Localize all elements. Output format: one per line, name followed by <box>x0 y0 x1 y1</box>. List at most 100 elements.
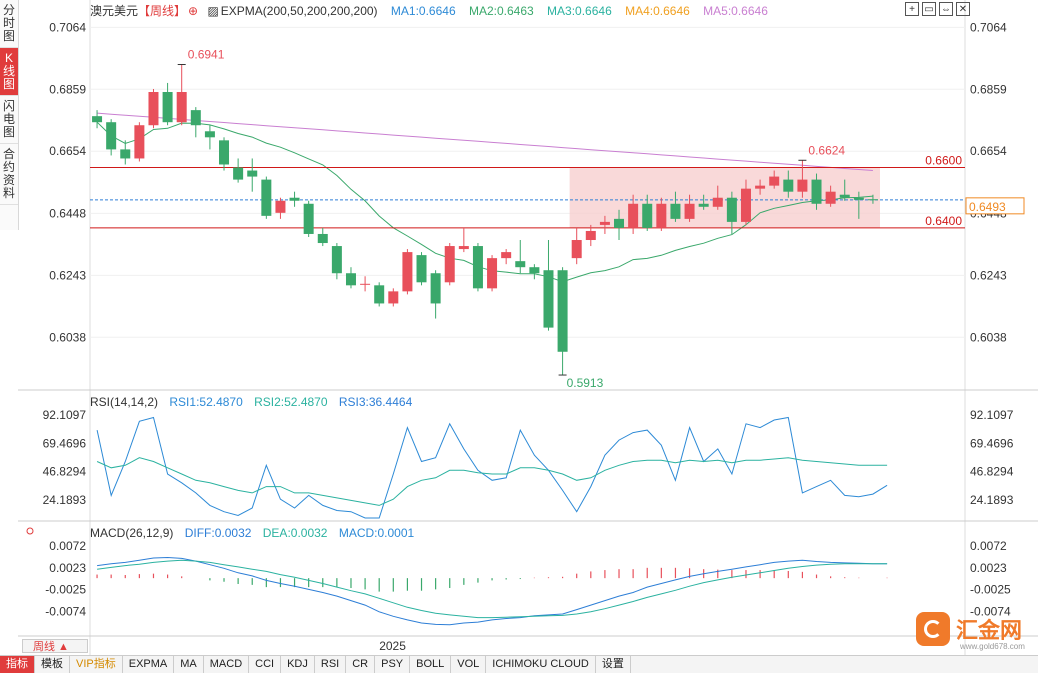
price-tick-right-4: 0.6243 <box>970 268 1007 282</box>
last-price-tag <box>965 197 1025 215</box>
expma-icon: ▨ <box>207 4 219 18</box>
price-tick-left-0: 0.7064 <box>49 20 86 34</box>
indicator-tab-5[interactable]: MACD <box>204 656 250 673</box>
candle-body <box>755 185 766 189</box>
indicator-tab-10[interactable]: PSY <box>375 656 411 673</box>
annotation-label-1: 0.6624 <box>808 143 845 157</box>
candle-body <box>628 203 639 228</box>
macd-tick-left-3: -0.0074 <box>45 604 86 618</box>
candle-body <box>247 170 258 177</box>
price-tick-left-1: 0.6859 <box>49 82 86 96</box>
candle-body <box>219 140 230 165</box>
logo-mark-icon <box>916 612 950 646</box>
indicator-tab-0[interactable]: 指标 <box>0 656 35 673</box>
candle-body <box>825 191 836 204</box>
candle-body <box>811 179 822 204</box>
price-tick-left-5: 0.6038 <box>49 330 86 344</box>
ma-slow-line <box>97 112 873 171</box>
candle-body <box>670 203 681 219</box>
indicator-tab-12[interactable]: VOL <box>451 656 487 673</box>
candle-body <box>204 131 215 138</box>
tab-contract-info[interactable]: 合约资料 <box>0 144 18 205</box>
rsi-tick-left-3: 24.1893 <box>43 493 87 507</box>
ma1-label: MA1:0.6646 <box>390 4 456 18</box>
candle-body <box>529 267 540 274</box>
rsi-title: RSI(14,14,2) <box>90 395 159 409</box>
ma4-label: MA4:0.6646 <box>625 4 690 18</box>
tab-flash[interactable]: 闪电图 <box>0 96 18 144</box>
indicator-tab-3[interactable]: EXPMA <box>123 656 175 673</box>
candle-body <box>331 246 342 274</box>
rsi-fast-line <box>96 416 888 519</box>
macd-tick-left-1: 0.0023 <box>49 561 86 575</box>
annotation-label-0: 0.6941 <box>188 48 225 62</box>
price-tick-right-1: 0.6859 <box>970 82 1007 96</box>
candle-body <box>176 92 187 123</box>
macd-dea-line <box>97 559 888 619</box>
tab-timeshare[interactable]: 分时图 <box>0 0 18 48</box>
close-icon[interactable]: ✕ <box>956 2 970 16</box>
indicator-tab-8[interactable]: RSI <box>315 656 347 673</box>
ma2-label: MA2:0.6463 <box>468 4 534 18</box>
candle-body <box>783 179 794 192</box>
left-tab-bar: 分时图 K线图 闪电图 合约资料 <box>0 0 19 230</box>
indicator-tab-6[interactable]: CCI <box>249 656 282 673</box>
rsi-tick-left-0: 92.1097 <box>43 408 87 422</box>
tab-kline[interactable]: K线图 <box>0 48 18 96</box>
candle-body <box>571 240 582 259</box>
candle-body <box>839 194 850 198</box>
price-tick-left-2: 0.6654 <box>49 144 86 158</box>
candle-body <box>712 197 723 207</box>
diff-label: DIFF:0.0032 <box>184 526 252 540</box>
indicator-tab-2[interactable]: VIP指标 <box>70 656 123 673</box>
indicator-tab-4[interactable]: MA <box>174 656 204 673</box>
macd-tick-right-0: 0.0072 <box>970 539 1007 553</box>
price-tick-right-2: 0.6654 <box>970 144 1007 158</box>
price-tick-left-4: 0.6243 <box>49 268 86 282</box>
indicator-tab-11[interactable]: BOLL <box>410 656 452 673</box>
candle-body <box>642 203 653 228</box>
indicator-tab-9[interactable]: CR <box>346 656 376 673</box>
rsi1-label: RSI1:52.4870 <box>169 395 243 409</box>
candle-body <box>444 246 455 283</box>
chart-toolbar: + ▭ ⇔ ✕ <box>905 2 970 16</box>
settings-icon[interactable]: ⊕ <box>188 4 199 18</box>
indicator-tab-1[interactable]: 模板 <box>35 656 70 673</box>
candle-body <box>134 125 145 159</box>
price-tick-right-5: 0.6038 <box>970 330 1007 344</box>
candle-body <box>656 203 667 228</box>
period-selector[interactable]: 周线 ▲ <box>22 639 88 653</box>
indicator-tab-13[interactable]: ICHIMOKU CLOUD <box>486 656 596 673</box>
candle-body <box>92 116 103 123</box>
rsi2-label: RSI2:52.4870 <box>254 395 328 409</box>
annotation-label-2: 0.5913 <box>567 376 604 390</box>
indicator-tab-7[interactable]: KDJ <box>281 656 315 673</box>
macd-value-label: MACD:0.0001 <box>338 526 415 540</box>
period-selector-label: 周线 <box>33 641 55 653</box>
candle-body <box>487 258 498 289</box>
logo-url: www.gold678.com <box>960 642 1025 651</box>
candle-body <box>190 110 201 126</box>
candle-body <box>769 176 780 186</box>
ma3-label: MA3:0.6646 <box>547 4 612 18</box>
candle-body <box>867 199 878 201</box>
window-icon[interactable]: ▭ <box>922 2 936 16</box>
crosshair-icon[interactable]: + <box>905 2 919 16</box>
candle-body <box>345 273 356 286</box>
macd-tick-left-0: 0.0072 <box>49 539 86 553</box>
expand-icon[interactable]: ⇔ <box>939 2 953 16</box>
candle-body <box>374 285 385 304</box>
candle-body <box>684 203 695 219</box>
rsi-header: RSI(14,14,2) RSI1:52.4870 RSI2:52.4870 R… <box>90 395 420 409</box>
candle-body <box>275 200 286 213</box>
x-axis-year-label: 2025 <box>379 639 406 653</box>
candle-body <box>797 179 808 192</box>
macd-tick-right-3: -0.0074 <box>970 604 1011 618</box>
indicator-tab-14[interactable]: 设置 <box>596 656 631 673</box>
symbol-title: 澳元美元 <box>90 4 139 18</box>
candle-body <box>458 246 469 250</box>
indicator-bar: 指标 模板 VIP指标 EXPMA MA MACD CCI KDJ RSI CR PSY BOLL VO… <box>0 655 1038 673</box>
rsi-tick-right-1: 69.4696 <box>970 436 1014 450</box>
rsi3-label: RSI3:36.4464 <box>338 395 413 409</box>
